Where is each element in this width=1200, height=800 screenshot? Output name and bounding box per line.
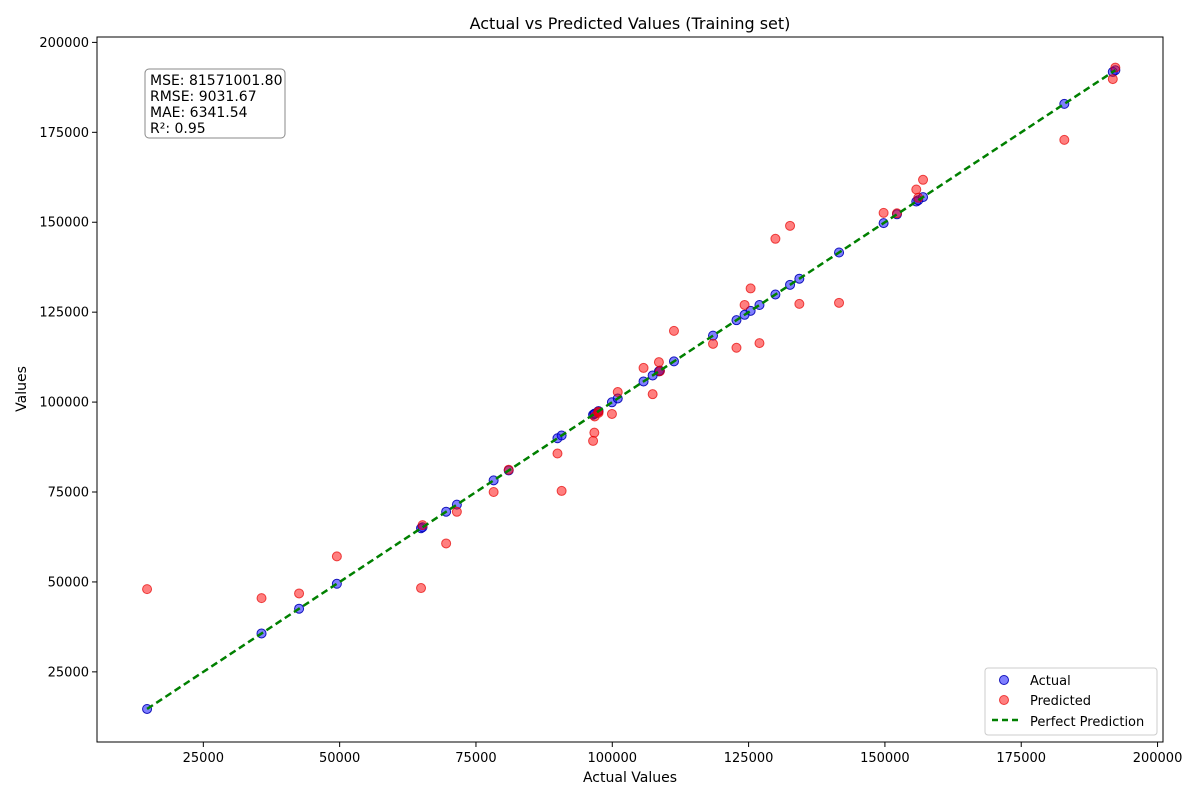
predicted-point [918,174,929,185]
metrics-box: MSE: 81571001.80 RMSE: 9031.67 MAE: 6341… [144,68,286,139]
predicted-point [256,593,267,604]
predicted-point [451,506,462,517]
y-tick-label: 200000 [39,36,89,51]
predicted-point [441,538,452,549]
predicted-point [745,283,756,294]
y-tick-label: 25000 [48,665,89,680]
y-axis-title: Values [14,366,30,412]
predicted-point [708,338,719,349]
legend-label-predicted: Predicted [1030,694,1091,709]
predicted-point [552,448,563,459]
legend-marker-actual [999,675,1009,685]
predicted-point [589,427,600,438]
predicted-point [416,583,427,594]
predicted-point [1110,62,1121,73]
predicted-point [770,233,781,244]
y-tick-label: 175000 [39,126,89,141]
perfect-prediction-line [146,69,1117,711]
plot-area [142,62,1121,714]
predicted-point [294,588,305,599]
predicted-point [794,298,805,309]
metric-mae: MAE: 6341.54 [150,105,248,121]
x-tick-label: 50000 [319,751,360,766]
predicted-point [739,299,750,310]
metric-r2: R²: 0.95 [150,121,206,137]
chart-title: Actual vs Predicted Values (Training set… [470,14,791,33]
metrics-box-frame [144,68,286,139]
predicted-point [556,485,567,496]
legend: Actual Predicted Perfect Prediction [984,667,1158,736]
legend-marker-predicted [999,695,1009,705]
x-tick-label: 150000 [860,751,910,766]
plot-frame [96,36,1164,743]
predicted-point [1059,134,1070,145]
predicted-point [331,551,342,562]
predicted-point [911,184,922,195]
predicted-point [653,357,664,368]
metric-mse: MSE: 81571001.80 [150,73,283,89]
predicted-point [612,387,623,398]
predicted-point [142,584,153,595]
y-tick-label: 75000 [48,486,89,501]
y-axis: 25000 50000 75000 100000 125000 150000 175000 2… [39,36,97,680]
predicted-point [785,220,796,231]
x-tick-label: 25000 [183,751,224,766]
x-axis: 25000 50000 75000 100000 125000 150000 175000 2… [183,742,1183,766]
predicted-point [638,362,649,373]
y-tick-label: 125000 [39,306,89,321]
metric-rmse: RMSE: 9031.67 [150,89,257,105]
predicted-point [668,325,679,336]
x-tick-label: 100000 [587,751,637,766]
x-axis-title: Actual Values [583,770,677,786]
legend-frame [984,667,1158,736]
predicted-point [731,342,742,353]
predicted-point [754,338,765,349]
predicted-point [606,408,617,419]
predicted-point [488,487,499,498]
legend-label-perfect: Perfect Prediction [1030,715,1144,730]
x-tick-label: 75000 [455,751,496,766]
x-tick-label: 175000 [996,751,1046,766]
predicted-point [878,207,889,218]
x-tick-label: 200000 [1133,751,1183,766]
predicted-point [1107,74,1118,85]
y-tick-label: 50000 [48,575,89,590]
predicted-point [647,389,658,400]
y-tick-label: 100000 [39,396,89,411]
predicted-point [588,435,599,446]
y-tick-label: 150000 [39,216,89,231]
predicted-point [834,297,845,308]
legend-label-actual: Actual [1030,674,1071,689]
x-tick-label: 125000 [724,751,774,766]
